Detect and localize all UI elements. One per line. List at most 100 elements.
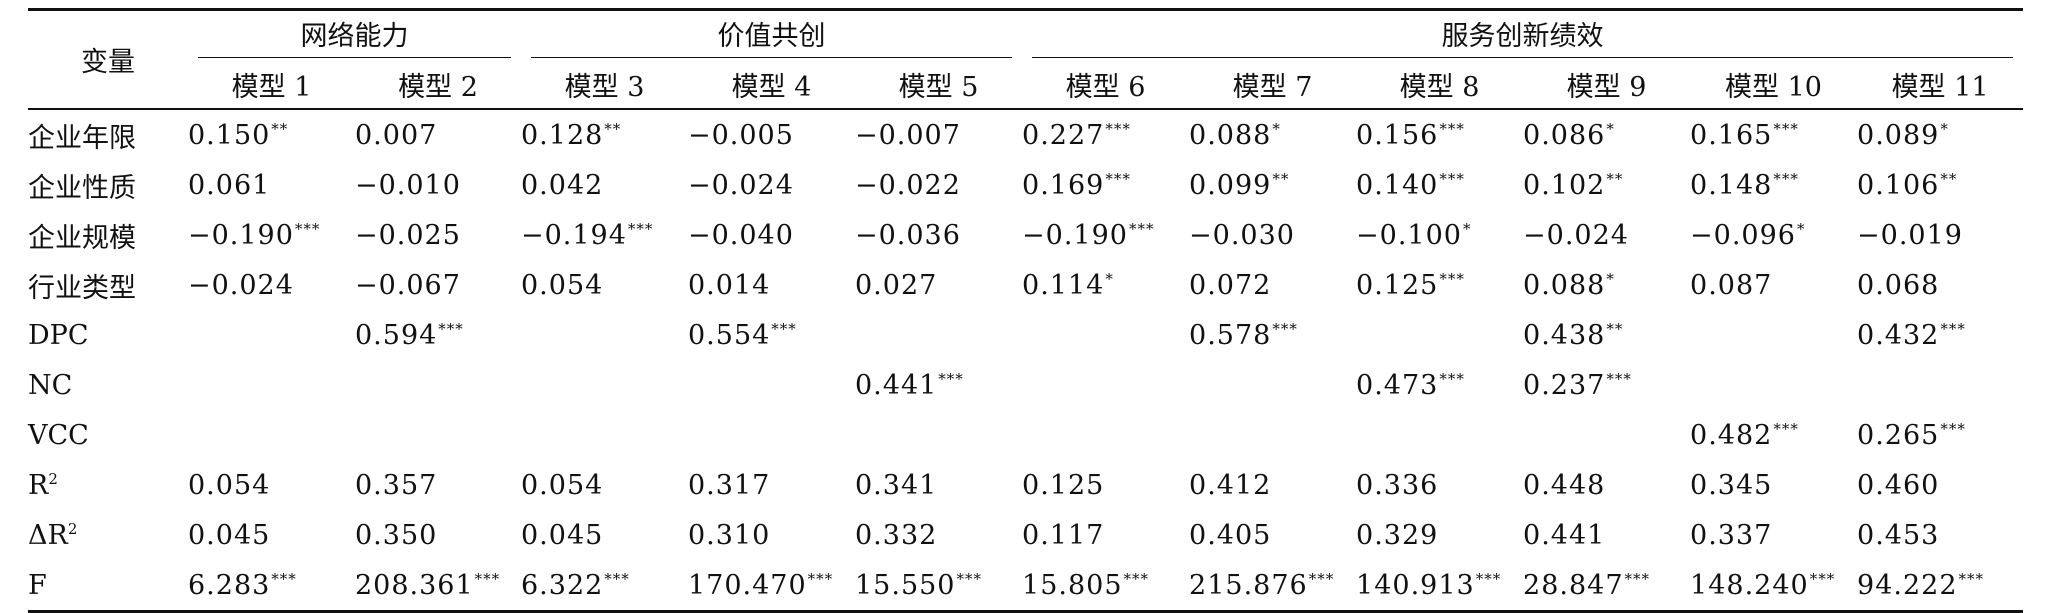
- coefficient-cell: 0.042: [521, 160, 688, 210]
- significance-stars: *: [1606, 119, 1615, 138]
- significance-stars: ***: [938, 369, 964, 388]
- coefficient-value: 0.317: [688, 469, 771, 501]
- coefficient-value: 0.054: [521, 269, 604, 301]
- coefficient-cell: −0.005: [688, 109, 855, 160]
- coefficient-cell: 0.317: [688, 460, 855, 510]
- model-header: 模型 9: [1566, 72, 1647, 103]
- coefficient-cell: 0.099**: [1189, 160, 1356, 210]
- coefficient-cell: 0.165***: [1690, 109, 1857, 160]
- coefficient-cell: −0.019: [1857, 210, 2023, 260]
- coefficient-value: 0.460: [1857, 469, 1940, 501]
- coefficient-cell: 0.554***: [688, 310, 855, 360]
- coefficient-value: 0.448: [1523, 469, 1606, 501]
- coefficient-cell: [521, 310, 688, 360]
- coefficient-cell: −0.022: [855, 160, 1022, 210]
- significance-stars: **: [604, 119, 622, 138]
- coefficient-cell: 208.361***: [355, 560, 521, 613]
- table-body: 企业年限 0.150** 0.007 0.128** −0.005 −0.007 0.227…: [28, 109, 2024, 613]
- table-row: 企业年限 0.150** 0.007 0.128** −0.005 −0.007 0.227…: [28, 109, 2023, 160]
- row-label: NC: [28, 360, 188, 410]
- coefficient-cell: 0.087: [1690, 260, 1857, 310]
- coefficient-cell: 0.169***: [1022, 160, 1189, 210]
- coefficient-cell: 28.847***: [1523, 560, 1691, 613]
- significance-stars: ***: [1809, 569, 1836, 588]
- coefficient-cell: −0.024: [1523, 210, 1690, 260]
- coefficient-cell: 0.329: [1356, 510, 1523, 560]
- coefficient-cell: −0.190***: [188, 210, 355, 260]
- coefficient-cell: 0.117: [1022, 510, 1189, 560]
- coefficient-cell: [1523, 410, 1690, 460]
- row-label-text: VCC: [28, 419, 89, 451]
- coefficient-value: 0.117: [1022, 519, 1105, 551]
- model-header: 模型 11: [1891, 72, 1989, 103]
- coefficient-cell: 15.805***: [1022, 560, 1190, 613]
- coefficient-value: 0.054: [521, 469, 604, 501]
- coefficient-value: 0.087: [1690, 269, 1773, 301]
- coefficient-cell: 0.061: [188, 160, 355, 210]
- coefficient-value: 0.578: [1189, 319, 1272, 351]
- significance-stars: ***: [1773, 419, 1799, 438]
- row-label-text: 企业年限: [28, 122, 136, 154]
- coefficient-cell: 0.125***: [1356, 260, 1523, 310]
- row-label-text: DPC: [28, 319, 89, 351]
- coefficient-value: 0.106: [1857, 169, 1940, 201]
- coefficient-value: 0.165: [1690, 119, 1773, 151]
- coefficient-cell: [1690, 360, 1857, 410]
- coefficient-cell: −0.030: [1189, 210, 1356, 260]
- coefficient-cell: 0.128**: [521, 109, 688, 160]
- coefficient-cell: 0.441: [1523, 510, 1690, 560]
- row-label: 企业年限: [28, 109, 188, 160]
- coefficient-cell: 0.088*: [1189, 109, 1356, 160]
- coefficient-cell: 0.473***: [1356, 360, 1523, 410]
- coefficient-cell: 0.578***: [1189, 310, 1356, 360]
- significance-stars: ***: [294, 219, 321, 238]
- model-header: 模型 1: [231, 72, 312, 103]
- coefficient-cell: 0.014: [688, 260, 855, 310]
- significance-stars: ***: [1773, 119, 1799, 138]
- coefficient-value: 0.336: [1356, 469, 1439, 501]
- coefficient-value: −0.096: [1690, 219, 1796, 251]
- coefficient-value: 0.099: [1189, 169, 1272, 201]
- coefficient-value: 0.007: [355, 119, 438, 151]
- coefficient-value: 215.876: [1189, 569, 1308, 601]
- coefficient-cell: 148.240***: [1690, 560, 1858, 613]
- row-label: 企业规模: [28, 210, 188, 260]
- coefficient-value: 6.322: [521, 569, 604, 601]
- coefficient-value: 0.125: [1022, 469, 1105, 501]
- coefficient-cell: 0.007: [355, 109, 521, 160]
- row-label-text: NC: [28, 369, 73, 401]
- coefficient-value: 0.027: [855, 269, 938, 301]
- coefficient-cell: [688, 410, 855, 460]
- significance-stars: ***: [1958, 569, 1985, 588]
- significance-stars: **: [271, 119, 289, 138]
- coefficient-cell: [355, 410, 521, 460]
- coefficient-cell: [188, 410, 355, 460]
- coefficient-value: 0.441: [1523, 519, 1606, 551]
- table-row: VCC 0.482*** 0.265***: [28, 410, 2023, 460]
- table-row: F 6.283*** 208.361*** 6.322*** 170.470*** 15.…: [28, 560, 2024, 613]
- coefficient-value: −0.030: [1189, 219, 1295, 251]
- coefficient-value: 0.350: [355, 519, 438, 551]
- coefficient-value: 0.405: [1189, 519, 1272, 551]
- coefficient-value: 208.361: [355, 569, 474, 601]
- coefficient-value: 0.438: [1523, 319, 1606, 351]
- row-label-text: ΔR: [28, 519, 68, 551]
- row-label-text: F: [28, 569, 47, 601]
- significance-stars: ***: [807, 569, 834, 588]
- coefficient-cell: 0.089*: [1857, 109, 2023, 160]
- row-label: F: [28, 560, 188, 613]
- regression-table-wrapper: 变量 网络能力 价值共创 服务创新绩效 模型 1 模型 2 模型 3 模型 4 模型 5 模型…: [28, 8, 2024, 613]
- significance-stars: ***: [271, 569, 297, 588]
- coefficient-cell: [355, 360, 521, 410]
- significance-stars: **: [1606, 319, 1624, 338]
- coefficient-value: 0.150: [188, 119, 271, 151]
- significance-stars: ***: [1940, 319, 1966, 338]
- significance-stars: ***: [1439, 169, 1465, 188]
- coefficient-cell: 0.156***: [1356, 109, 1523, 160]
- coefficient-cell: 0.482***: [1690, 410, 1857, 460]
- coefficient-value: 6.283: [188, 569, 271, 601]
- coefficient-value: −0.005: [688, 119, 794, 151]
- coefficient-value: −0.022: [855, 169, 961, 201]
- coefficient-cell: 6.322***: [521, 560, 688, 613]
- significance-stars: *: [1796, 219, 1806, 238]
